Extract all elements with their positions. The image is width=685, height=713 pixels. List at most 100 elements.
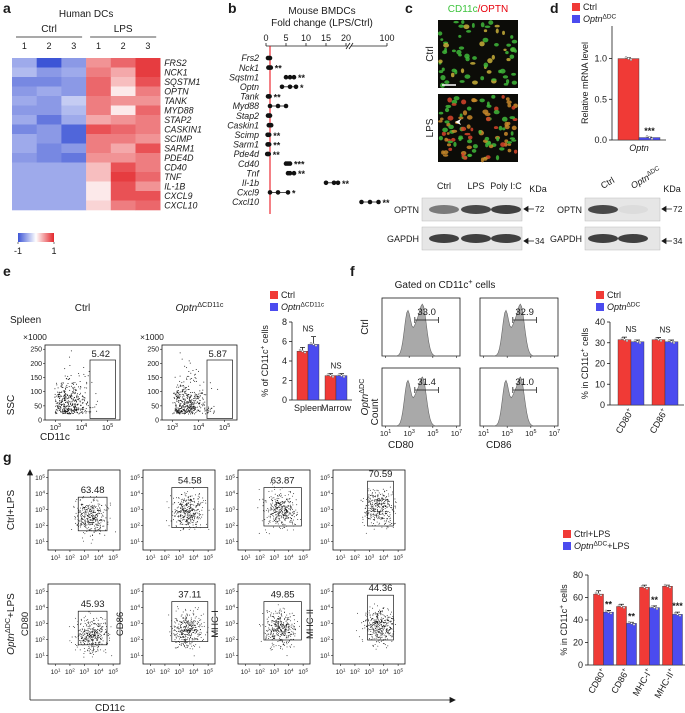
event-dot (182, 633, 184, 635)
event-dot (67, 375, 69, 377)
event-dot (195, 369, 197, 371)
event-dot (374, 495, 376, 497)
event-dot (285, 505, 287, 507)
event-dot (384, 495, 386, 497)
event-dot (87, 627, 89, 629)
event-dot (373, 500, 375, 501)
event-dot (81, 513, 82, 515)
x-tick-label: 104 (76, 423, 87, 432)
event-dot (89, 635, 91, 637)
heatmap-cell (110, 124, 136, 135)
event-dot (84, 400, 86, 402)
event-dot (190, 624, 192, 626)
event-dot (179, 523, 181, 525)
event-dot (193, 513, 195, 515)
y-tick-label: 101 (225, 652, 235, 661)
event-dot (179, 508, 181, 509)
event-dot (57, 391, 59, 393)
text-part: 10 (160, 669, 168, 676)
event-dot (86, 635, 88, 637)
event-dot (369, 622, 370, 624)
event-dot (92, 642, 94, 644)
event-dot (90, 508, 92, 510)
event-dot (365, 532, 367, 534)
event-dot (273, 638, 275, 639)
event-dot (186, 614, 188, 616)
text-part: 4 (386, 667, 389, 672)
event-dot (87, 632, 89, 634)
event-dot (274, 623, 276, 625)
event-dot (271, 615, 273, 617)
event-dot (372, 514, 374, 515)
text-part: Optn (6, 633, 17, 655)
event-dot (377, 514, 379, 516)
cell (491, 94, 496, 99)
event-dot (178, 636, 180, 638)
event-dot (372, 645, 374, 647)
cell (466, 29, 472, 33)
y-tick-label: 104 (225, 490, 235, 499)
event-dot (97, 503, 99, 505)
text-part: 10 (241, 669, 249, 676)
heatmap-cell (61, 134, 87, 144)
event-dot (92, 523, 94, 525)
event-dot (81, 640, 83, 642)
event-dot (89, 633, 91, 635)
gene-label: Stap2 (236, 111, 259, 121)
event-dot (273, 516, 275, 518)
event-dot (362, 498, 364, 500)
cell (505, 97, 510, 101)
event-dot (64, 404, 66, 406)
event-dot (75, 522, 77, 524)
event-dot (277, 621, 279, 623)
event-dot (268, 611, 270, 613)
event-dot (80, 637, 82, 639)
heatmap-cell (86, 86, 112, 97)
event-dot (189, 518, 191, 520)
event-dot (76, 646, 78, 648)
event-dot (276, 632, 278, 634)
cell (510, 35, 514, 39)
event-dot (380, 614, 382, 616)
event-dot (275, 521, 277, 523)
event-dot (192, 406, 194, 408)
event-dot (276, 505, 278, 507)
event-dot (79, 499, 81, 501)
axis-break (345, 42, 351, 50)
event-dot (61, 404, 63, 406)
event-dot (381, 630, 383, 632)
text-part: 10 (130, 653, 138, 660)
event-dot (382, 617, 384, 619)
event-dot (282, 524, 283, 526)
event-dot (94, 623, 96, 625)
event-dot (281, 508, 283, 510)
event-dot (58, 406, 60, 408)
event-dot (387, 499, 389, 501)
text-part: 10 (225, 589, 233, 596)
event-dot (198, 370, 200, 372)
event-dot (88, 650, 90, 652)
event-dot (198, 396, 200, 398)
event-dot (180, 519, 182, 521)
data-point (359, 199, 364, 205)
event-dot (182, 642, 184, 644)
event-dot (388, 634, 390, 636)
event-dot (292, 504, 294, 506)
event-dot (94, 525, 95, 527)
event-dot (177, 411, 179, 413)
event-dot (80, 635, 82, 637)
heatmap-cell (135, 181, 161, 192)
event-dot (174, 647, 176, 649)
event-dot (281, 613, 282, 615)
event-dot (276, 625, 278, 627)
replicate-dot (624, 56, 628, 59)
y-tick-label: 30 (595, 338, 605, 348)
event-dot (371, 628, 373, 630)
unit-label: KDa (663, 184, 681, 194)
event-dot (107, 507, 109, 509)
event-dot (65, 402, 67, 404)
event-dot (194, 501, 196, 503)
histogram (382, 303, 460, 357)
text-part: 10 (269, 555, 277, 562)
event-dot (179, 396, 181, 398)
